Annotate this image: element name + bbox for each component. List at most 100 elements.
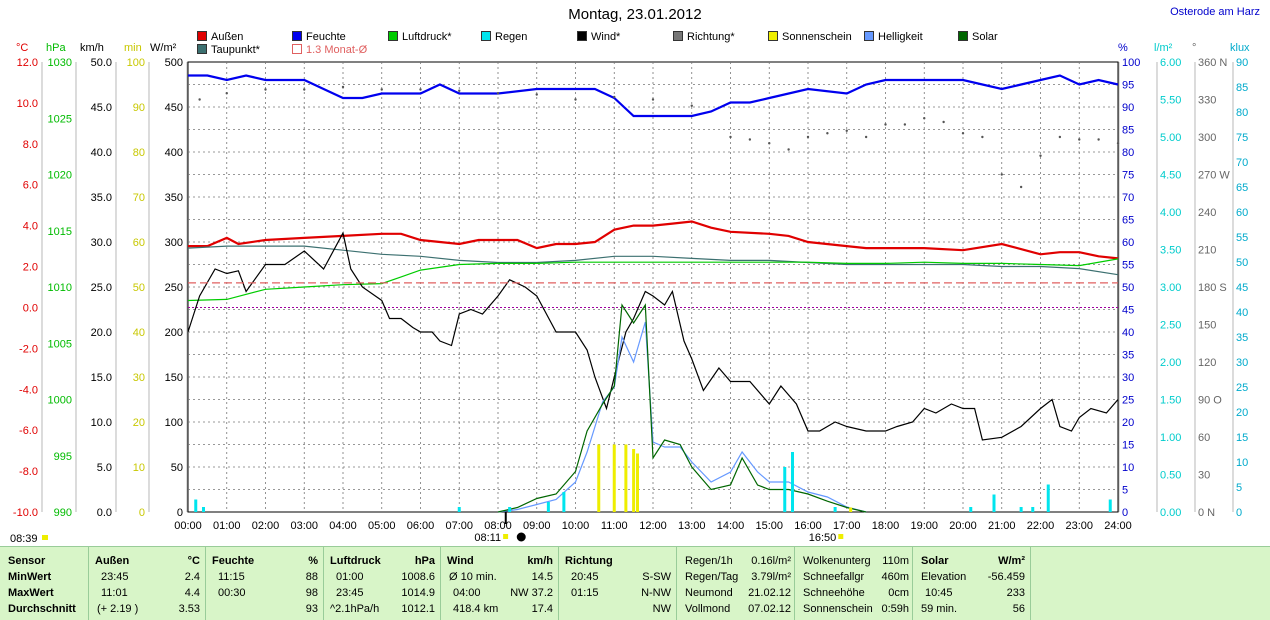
richtung-point	[768, 142, 771, 145]
humidity-tick-label: 20	[1122, 417, 1134, 429]
legend-label: Helligkeit	[878, 31, 923, 43]
stats-richtung: Richtung 20:45 S-SW 01:15 N-NW NW	[558, 547, 677, 620]
stats-schneefall-label: Schneefallgr	[803, 571, 865, 583]
humidity-tick-label: 90	[1122, 102, 1134, 114]
humidity-tick-label: 15	[1122, 440, 1134, 452]
pressure-tick-label: 995	[54, 451, 72, 463]
time-tick-label: 11:00	[601, 520, 628, 532]
legend-item: Taupunkt*	[197, 44, 260, 56]
stats-solar-elevation-value: -56.459	[987, 571, 1025, 583]
rain-tick-label: 1.50	[1160, 395, 1181, 407]
stats-regen-1h-label: Regen/1h	[685, 555, 733, 567]
stats-sensor-min: MinWert	[8, 571, 52, 583]
sonnenschein-bar	[636, 453, 639, 512]
temp-tick-label: 4.0	[23, 221, 38, 233]
stats-feuchte-header: Feuchte	[212, 555, 255, 567]
brightness-tick-label: 70	[1236, 157, 1248, 169]
richtung-point	[1097, 138, 1100, 141]
richtung-point	[1078, 138, 1081, 141]
legend-swatch	[673, 31, 683, 41]
legend-swatch	[292, 44, 302, 54]
sonnenschein-bar	[597, 444, 601, 512]
stats-aussen-min-time: 23:45	[101, 571, 129, 583]
time-tick-label: 23:00	[1065, 520, 1093, 532]
stats-luftdruck-max-time: 23:45	[336, 587, 364, 599]
stats-feuchte-unit: %	[308, 555, 318, 567]
stats-wind-max-value: NW 37.2	[510, 587, 553, 599]
richtung-point	[496, 92, 500, 95]
humidity-tick-label: 50	[1122, 282, 1134, 294]
richtung-point	[651, 98, 655, 101]
richtung-point	[1058, 135, 1062, 139]
brightness-tick-label: 30	[1236, 357, 1248, 369]
solar-tick-label: 350	[165, 192, 183, 204]
stats-vollmond-value: 07.02.12	[748, 603, 791, 615]
solar-tick-label: 300	[165, 237, 183, 249]
sunshine-tick-label: 60	[133, 237, 145, 249]
wind-tick-label: 35.0	[91, 192, 112, 204]
solar-tick-label: 250	[165, 282, 183, 294]
taupunkt-line	[187, 245, 1119, 276]
sonnenschein-bar	[632, 449, 636, 512]
humidity-tick-label: 75	[1122, 170, 1134, 182]
regen-bar	[791, 452, 794, 512]
brightness-tick-label: 15	[1236, 432, 1248, 444]
regen-bar	[1019, 507, 1023, 512]
humidity-tick-label: 35	[1122, 350, 1134, 362]
temp-tick-label: 2.0	[23, 262, 38, 274]
sunshine-tick-label: 80	[133, 147, 145, 159]
richtung-point	[225, 92, 228, 95]
rain-tick-label: 1.00	[1160, 432, 1181, 444]
legend-label: Solar	[972, 31, 998, 43]
brightness-tick-label: 5	[1236, 482, 1242, 494]
regen-bar	[969, 507, 973, 512]
solar-tick-label: 100	[165, 417, 183, 429]
au-en-line	[188, 220, 1119, 260]
stats-luftdruck-min-time: 01:00	[336, 571, 364, 583]
legend-label: Wind*	[591, 31, 621, 43]
richtung-point	[864, 135, 868, 139]
rain-tick-label: 5.50	[1160, 95, 1181, 107]
humidity-tick-label: 95	[1122, 80, 1134, 92]
stats-richtung-min-value: S-SW	[642, 571, 671, 583]
direction-tick-label: 300	[1198, 132, 1216, 144]
moonrise-marker	[42, 535, 48, 540]
richtung-point	[903, 123, 907, 126]
stats-wind-max-time: 04:00	[453, 587, 481, 599]
time-tick-label: 01:00	[213, 520, 241, 532]
solar-tick-label: 200	[165, 327, 183, 339]
legend-item: Regen	[481, 31, 527, 43]
time-tick-label: 22:00	[1027, 520, 1055, 532]
legend-item: Feuchte	[292, 31, 346, 43]
time-tick-label: 14:00	[717, 520, 745, 532]
brightness-tick-label: 35	[1236, 332, 1248, 344]
humidity-tick-label: 10	[1122, 462, 1134, 474]
time-tick-label: 15:00	[755, 520, 783, 532]
feuchte-line	[188, 74, 1119, 118]
richtung-point	[1116, 142, 1120, 145]
rain-tick-label: 5.00	[1160, 132, 1181, 144]
pressure-unit: hPa	[46, 42, 66, 54]
stats-empty	[1030, 547, 1270, 620]
richtung-point	[884, 123, 887, 126]
richtung-point	[535, 93, 538, 96]
temp-tick-label: -2.0	[19, 343, 38, 355]
stats-wind-row1-label: Ø 10 min.	[449, 571, 497, 583]
richtung-point	[787, 148, 790, 151]
richtung-point	[458, 89, 461, 92]
pressure-tick-label: 1025	[48, 113, 72, 125]
sunshine-tick-label: 70	[133, 192, 145, 204]
legend-item: 1.3 Monat-Ø	[292, 44, 367, 56]
wind-tick-label: 25.0	[91, 282, 112, 294]
richtung-point	[198, 98, 201, 101]
stats-richtung-avg-value: NW	[652, 603, 671, 615]
richtung-point	[303, 88, 306, 91]
stats-richtung-min-time: 20:45	[571, 571, 599, 583]
time-tick-label: 04:00	[329, 520, 357, 532]
direction-tick-label: 330	[1198, 95, 1216, 107]
solar-tick-label: 400	[165, 147, 183, 159]
stats-vollmond-label: Vollmond	[685, 603, 731, 615]
direction-tick-label: 150	[1198, 320, 1216, 332]
regen-bar	[202, 507, 205, 512]
time-tick-label: 17:00	[833, 520, 861, 532]
